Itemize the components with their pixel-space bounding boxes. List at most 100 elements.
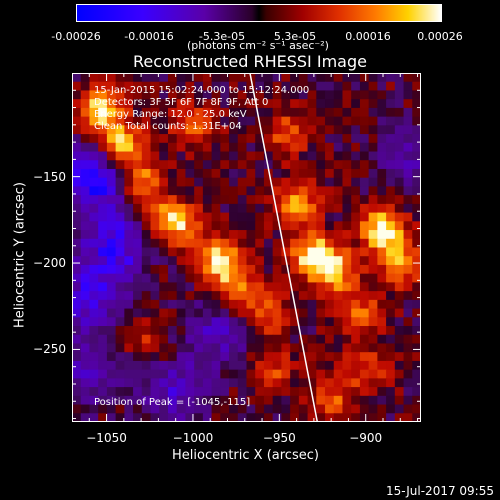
heatmap-cell: [290, 317, 300, 327]
heatmap-cell: [159, 221, 169, 231]
heatmap-cell: [133, 387, 143, 397]
heatmap-cell: [89, 99, 99, 109]
heatmap-cell: [159, 326, 169, 336]
heatmap-cell: [263, 73, 274, 83]
heatmap-cell: [106, 413, 117, 422]
heatmap-cell: [412, 116, 421, 126]
heatmap-cell: [394, 177, 405, 188]
heatmap-cell: [351, 369, 361, 379]
heatmap-cell: [333, 404, 344, 414]
heatmap-cell: [263, 247, 274, 257]
heatmap-cell: [386, 308, 396, 318]
heatmap-cell: [263, 142, 274, 153]
heatmap-cell: [133, 151, 143, 161]
heatmap-cell: [124, 387, 134, 397]
heatmap-cell: [194, 387, 204, 397]
info-box: 15-Jan-2015 15:02:24.000 to 15:12:24.000…: [94, 85, 309, 133]
heatmap-cell: [359, 160, 370, 170]
heatmap-cell: [394, 334, 405, 345]
heatmap-cell: [106, 160, 117, 170]
heatmap-cell: [150, 238, 160, 249]
heatmap-cell: [377, 334, 387, 345]
heatmap-cell: [403, 282, 413, 292]
heatmap-cell: [403, 186, 413, 196]
heatmap-cell: [167, 387, 178, 397]
heatmap-cell: [72, 186, 82, 196]
heatmap-cell: [342, 395, 352, 406]
heatmap-cell: [307, 81, 317, 92]
heatmap-cell: [185, 195, 195, 205]
heatmap-cell: [272, 264, 282, 275]
heatmap-cell: [133, 326, 143, 336]
heatmap-cell: [386, 107, 396, 118]
heatmap-cell: [255, 247, 265, 257]
heatmap-cell: [98, 299, 108, 310]
heatmap-cell: [386, 186, 396, 196]
heatmap-cell: [150, 308, 160, 318]
heatmap-cell: [316, 413, 326, 422]
heatmap-cell: [394, 73, 405, 83]
heatmap-cell: [167, 238, 178, 249]
solar-limb-line: [249, 73, 319, 422]
heatmap-cell: [220, 195, 230, 205]
heatmap-cell: [316, 282, 326, 292]
heatmap-cell: [412, 291, 421, 301]
heatmap-cell: [412, 334, 421, 345]
heatmap-cell: [185, 168, 195, 179]
heatmap-cell: [307, 151, 317, 161]
heatmap-cell: [133, 369, 143, 379]
heatmap-cell: [194, 317, 204, 327]
heatmap-cell: [115, 273, 125, 283]
heatmap-cell: [237, 395, 248, 406]
heatmap-cell: [237, 151, 248, 161]
heatmap-cell: [255, 360, 265, 371]
heatmap-cell: [141, 134, 152, 144]
heatmap-cell: [211, 326, 221, 336]
heatmap-cell: [368, 317, 378, 327]
heatmap-cell: [220, 160, 230, 170]
heatmap-cell: [246, 151, 256, 161]
heatmap-cell: [342, 177, 352, 188]
heatmap-cell: [246, 317, 256, 327]
info-time: 15-Jan-2015 15:02:24.000 to 15:12:24.000: [94, 85, 310, 96]
heatmap-cell: [159, 116, 169, 126]
heatmap-cell: [333, 291, 344, 301]
heatmap-cell: [255, 352, 265, 362]
heatmap-cell: [316, 369, 326, 379]
heatmap-cell: [80, 264, 91, 275]
heatmap-cell: [412, 151, 421, 161]
info-detectors: Detectors: 3F 5F 6F 7F 8F 9F, Att 0: [94, 97, 269, 108]
heatmap-cell: [368, 343, 378, 353]
heatmap-cell: [377, 230, 387, 240]
heatmap-cell: [115, 142, 125, 153]
heatmap-cell: [255, 299, 265, 310]
heatmap-cell: [194, 125, 204, 135]
heatmap-cell: [316, 326, 326, 336]
heatmap-cell: [98, 369, 108, 379]
heatmap-cell: [72, 334, 82, 345]
heatmap-cell: [202, 387, 213, 397]
heatmap-cell: [167, 195, 178, 205]
heatmap-cell: [89, 212, 99, 222]
heatmap-cell: [377, 343, 387, 353]
heatmap-cell: [124, 413, 134, 422]
heatmap-cell: [246, 282, 256, 292]
heatmap-cell: [133, 230, 143, 240]
y-tick-label: −250: [33, 342, 66, 357]
heatmap-cell: [141, 212, 152, 222]
heatmap-cell: [185, 264, 195, 275]
heatmap-cell: [325, 99, 335, 109]
heatmap-cell: [167, 291, 178, 301]
heatmap-cell: [255, 264, 265, 275]
heatmap-cell: [403, 395, 413, 406]
heatmap-cell: [351, 116, 361, 126]
heatmap-cell: [333, 90, 344, 100]
heatmap-cell: [98, 264, 108, 275]
heatmap-cell: [342, 230, 352, 240]
heatmap-cell: [394, 256, 405, 266]
heatmap-cell: [281, 404, 291, 414]
heatmap-cell: [159, 247, 169, 257]
heatmap-cell: [124, 134, 134, 144]
heatmap-cell: [150, 151, 160, 161]
heatmap-cell: [80, 395, 91, 406]
